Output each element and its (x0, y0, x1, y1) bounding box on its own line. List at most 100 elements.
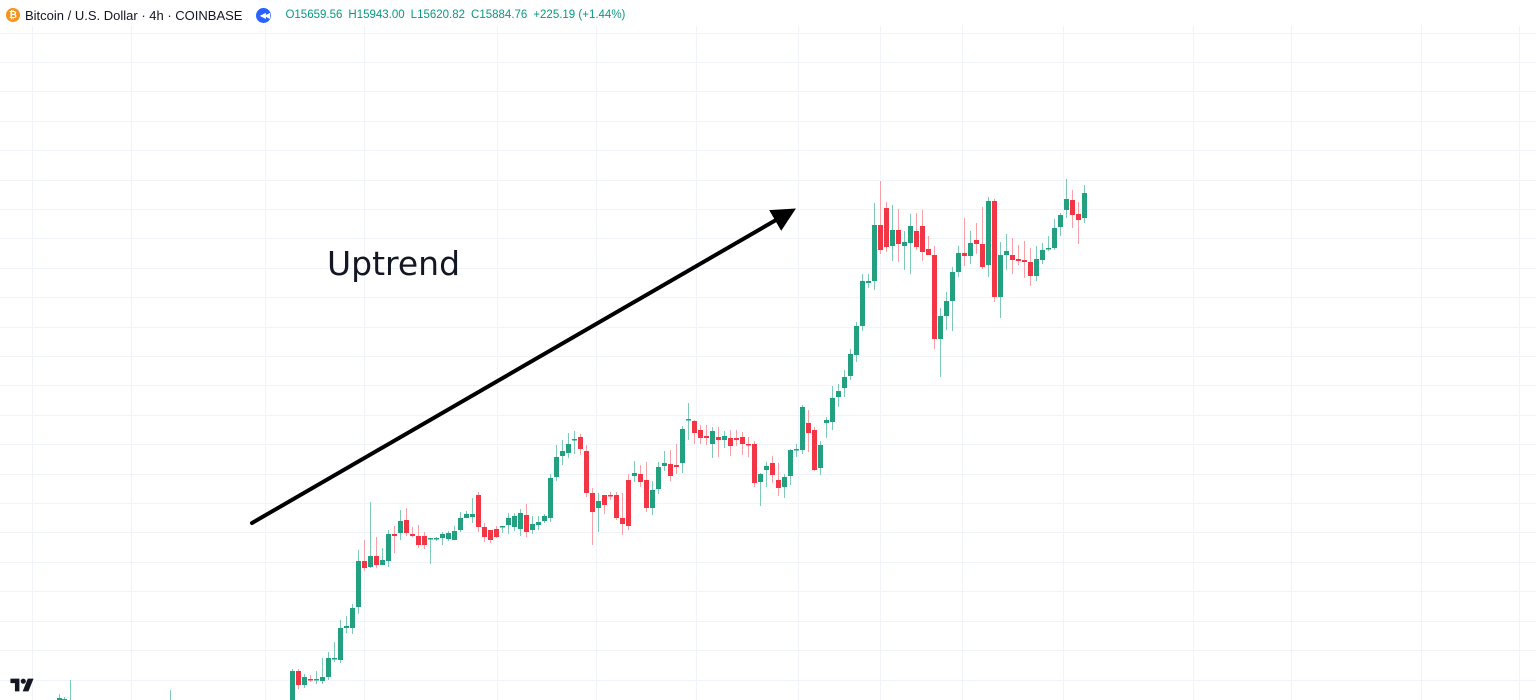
bullish-candle (866, 281, 871, 283)
bearish-candle (920, 226, 925, 252)
bearish-candle (578, 437, 583, 449)
bearish-candle (524, 515, 529, 532)
bearish-candle (416, 536, 421, 545)
bearish-candle (770, 463, 775, 475)
symbol-title[interactable]: Bitcoin / U.S. Dollar · 4h · COINBASE (25, 7, 243, 23)
bearish-candle (734, 438, 739, 440)
bullish-candle (356, 561, 361, 607)
bearish-candle (740, 437, 745, 444)
bearish-candle (614, 495, 619, 518)
bearish-candle (638, 474, 643, 482)
symbol-legend: ₿ Bitcoin / U.S. Dollar · 4h · COINBASE … (6, 6, 625, 24)
trend-arrow[interactable] (250, 208, 796, 525)
bearish-candle (704, 436, 709, 438)
bullish-candle (428, 538, 433, 540)
bullish-candle (572, 439, 577, 441)
bearish-candle (410, 534, 415, 536)
bullish-candle (446, 533, 451, 539)
bearish-candle (488, 530, 493, 540)
uptrend-annotation[interactable]: Uptrend (250, 208, 796, 525)
uptrend-label[interactable]: Uptrend (327, 244, 460, 283)
high-value: 15943.00 (356, 9, 405, 21)
close-label: C (471, 9, 480, 21)
bullish-candle (830, 398, 835, 422)
bearish-candle (962, 253, 967, 256)
rewind-icon[interactable]: ◀◀ (256, 7, 272, 23)
bullish-candle (440, 534, 445, 538)
bullish-candle (680, 429, 685, 463)
bullish-candle (890, 230, 895, 246)
bullish-candle (344, 626, 349, 628)
bullish-candle (1046, 248, 1051, 250)
bullish-candle (794, 449, 799, 451)
bullish-candle (956, 253, 961, 272)
bullish-candle (938, 316, 943, 339)
bearish-candle (1010, 255, 1015, 260)
bullish-candle (872, 225, 877, 281)
bullish-candle (1052, 228, 1057, 248)
bullish-candle (386, 534, 391, 561)
bearish-candle (1028, 262, 1033, 276)
bearish-candle (992, 201, 997, 297)
open-value: 15659.56 (294, 9, 343, 21)
bearish-candle (698, 430, 703, 438)
bearish-candle (422, 536, 427, 545)
bullish-candle (968, 243, 973, 256)
bullish-candle (464, 514, 469, 518)
bullish-candle (986, 201, 991, 265)
bearish-candle (584, 451, 589, 493)
bearish-candle (644, 480, 649, 508)
bullish-candle (686, 419, 691, 421)
bearish-candle (806, 423, 811, 433)
bearish-candle (974, 240, 979, 244)
bearish-candle (1070, 200, 1075, 215)
tradingview-logo-icon[interactable] (7, 676, 37, 694)
bearish-candle (362, 561, 367, 568)
bearish-candle (482, 527, 487, 537)
bullish-candle (998, 255, 1003, 297)
bullish-candle (662, 463, 667, 466)
bullish-candle (57, 698, 62, 700)
bearish-candle (728, 438, 733, 446)
bullish-candle (1040, 250, 1045, 260)
bullish-candle (458, 518, 463, 530)
bullish-candle (650, 490, 655, 508)
bearish-candle (878, 225, 883, 250)
bullish-candle (950, 272, 955, 301)
bearish-candle (296, 671, 301, 685)
bullish-candle (1064, 199, 1069, 210)
chart-grid (0, 26, 1536, 700)
bearish-candle (626, 480, 631, 526)
bullish-candle (368, 556, 373, 567)
ohlc-values: O15659.56 H15943.00 L15620.82 C15884.76 … (285, 9, 625, 21)
bullish-candle (566, 444, 571, 453)
bearish-candle (620, 518, 625, 524)
bearish-candle (392, 534, 397, 536)
bearish-candle (1022, 260, 1027, 262)
bullish-candle (764, 466, 769, 470)
bearish-candle (716, 437, 721, 440)
bullish-candle (800, 407, 805, 450)
bullish-candle (452, 531, 457, 540)
bearish-candle (692, 421, 697, 433)
bullish-candle (302, 677, 307, 685)
bullish-candle (332, 658, 337, 660)
bullish-candle (632, 473, 637, 476)
bearish-candle (746, 444, 751, 446)
bearish-candle (914, 231, 919, 247)
bullish-candle (824, 420, 829, 423)
bearish-candle (404, 520, 409, 533)
bearish-candle (1076, 214, 1081, 220)
bullish-candle (902, 242, 907, 246)
bearish-candle (602, 495, 607, 505)
bearish-candle (476, 495, 481, 527)
bullish-candle (782, 477, 787, 487)
bullish-candle (338, 628, 343, 660)
close-value: 15884.76 (479, 9, 528, 21)
bearish-candle (980, 244, 985, 267)
bullish-candle (908, 226, 913, 243)
bullish-candle (710, 431, 715, 444)
bitcoin-icon: ₿ (6, 8, 20, 22)
bearish-candle (590, 493, 595, 512)
